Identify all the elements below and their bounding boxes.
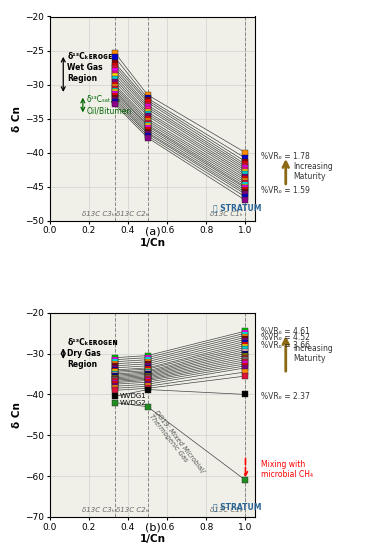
Text: WVDG1: WVDG1 [120,393,146,399]
Text: %VRₒ = 2.37: %VRₒ = 2.37 [261,392,310,401]
Text: ⛵ STRATUM: ⛵ STRATUM [213,204,262,212]
Text: %VRₒ = 1.78: %VRₒ = 1.78 [261,152,310,161]
Text: Mixing with
microbial CH₄: Mixing with microbial CH₄ [261,460,313,479]
X-axis label: 1/Cn: 1/Cn [139,535,165,544]
Text: δ13C C1ₕ: δ13C C1ₕ [210,507,242,513]
Y-axis label: δ Cn: δ Cn [12,106,22,131]
Text: %VRₒ = 4.52: %VRₒ = 4.52 [261,333,310,342]
Text: ⛵ STRATUM: ⛵ STRATUM [213,503,262,512]
Y-axis label: δ Cn: δ Cn [12,402,22,428]
Text: WVDG2: WVDG2 [120,400,146,405]
Text: δ13C C1ₕ: δ13C C1ₕ [210,211,242,217]
Text: (a): (a) [144,227,160,236]
Text: Increasing
Maturity: Increasing Maturity [293,162,333,181]
Text: Increasing
Maturity: Increasing Maturity [293,344,333,363]
Text: δ¹³Cₖᴇʀᴏɢᴇɴ
Dry Gas
Region: δ¹³Cₖᴇʀᴏɢᴇɴ Dry Gas Region [67,338,118,369]
Text: δ13C C3ₕ: δ13C C3ₕ [82,507,115,513]
Text: δ¹³Cₛₐₜ,ₐᵣₒ
Oil/Bitumen: δ¹³Cₛₐₜ,ₐᵣₒ Oil/Bitumen [87,95,132,115]
Text: %VRₒ = 3.66: %VRₒ = 3.66 [261,341,310,350]
Text: δ13C C2ₕ: δ13C C2ₕ [115,211,148,217]
Text: δ13C C2ₕ: δ13C C2ₕ [115,507,148,513]
Text: %VRₒ = 4.61: %VRₒ = 4.61 [261,327,310,336]
Text: (b): (b) [144,522,160,533]
Text: δ¹³Cₖᴇʀᴏɢᴇɴ
Wet Gas
Region: δ¹³Cₖᴇʀᴏɢᴇɴ Wet Gas Region [67,52,118,83]
Text: %VRₒ = 1.59: %VRₒ = 1.59 [261,186,310,195]
Text: DG19: Mixed Microbial/
Thermogenic Gas: DG19: Mixed Microbial/ Thermogenic Gas [147,409,205,478]
Text: δ13C C3ₕ: δ13C C3ₕ [82,211,115,217]
X-axis label: 1/Cn: 1/Cn [139,238,165,248]
